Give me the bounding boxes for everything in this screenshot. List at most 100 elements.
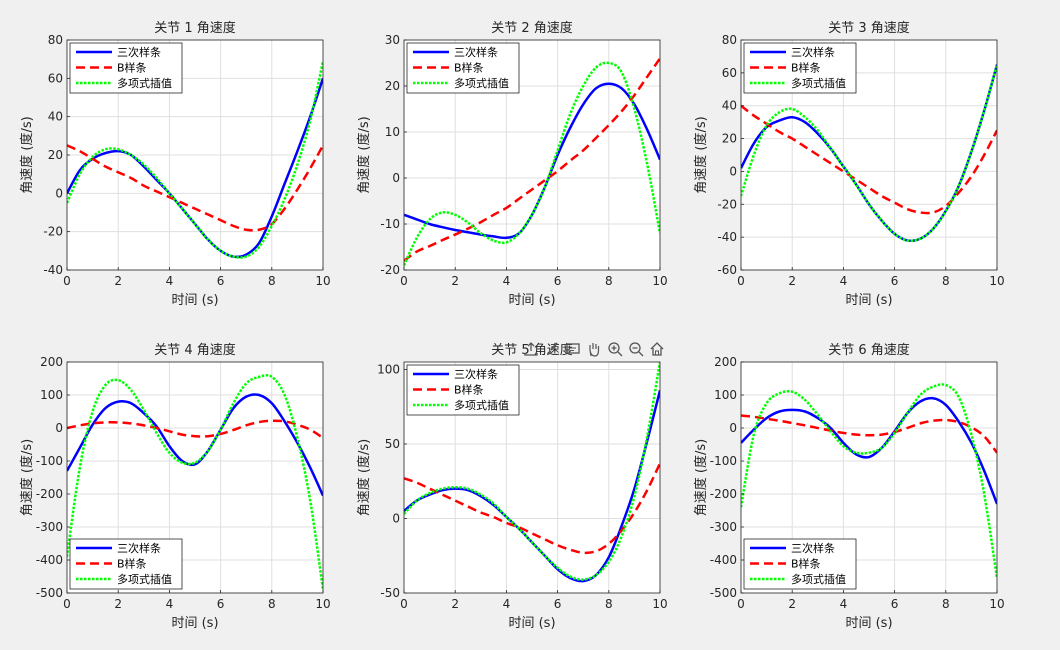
- legend-entry-3: 多项式插值: [454, 76, 509, 90]
- legend-entry-1: 三次样条: [454, 45, 498, 59]
- home-button[interactable]: [648, 340, 666, 358]
- legend-entry-3: 多项式插值: [117, 572, 172, 586]
- legend-entry-2: B样条: [117, 557, 147, 571]
- x-tick-label: 4: [503, 274, 511, 288]
- x-tick-label: 0: [63, 274, 71, 288]
- x-tick-label: 2: [788, 597, 796, 611]
- y-tick-label: -400: [710, 553, 737, 567]
- x-axis-label: 时间 (s): [845, 293, 892, 308]
- y-tick-label: -100: [36, 454, 63, 468]
- y-tick-label: -20: [717, 197, 737, 211]
- series-line-3: [67, 373, 323, 590]
- y-axis-label: 角速度 (度/s): [356, 116, 372, 193]
- series-line-3: [67, 60, 323, 259]
- x-tick-label: 8: [605, 274, 613, 288]
- y-tick-label: 200: [714, 355, 737, 369]
- series-line-3: [741, 64, 997, 243]
- x-tick-label: 4: [840, 597, 848, 611]
- legend-entry-2: B样条: [454, 61, 484, 75]
- zoom-in-button[interactable]: [606, 340, 624, 358]
- series-line-1: [741, 396, 997, 505]
- x-tick-label: 2: [451, 597, 459, 611]
- x-axis-label: 时间 (s): [171, 293, 218, 308]
- y-axis-label: 角速度 (度/s): [19, 439, 35, 516]
- y-tick-label: -50: [380, 586, 400, 600]
- chart-title: 关节 3 角速度: [828, 20, 910, 36]
- y-axis-label: 角速度 (度/s): [693, 439, 709, 516]
- x-tick-label: 6: [891, 274, 899, 288]
- x-tick-label: 4: [503, 597, 511, 611]
- chart-title: 关节 2 角速度: [491, 20, 573, 36]
- zoom-out-button[interactable]: [627, 340, 645, 358]
- x-tick-label: 0: [400, 597, 408, 611]
- legend-entry-2: B样条: [454, 383, 484, 397]
- x-tick-label: 2: [788, 274, 796, 288]
- x-tick-label: 4: [166, 274, 174, 288]
- x-tick-label: 6: [891, 597, 899, 611]
- y-tick-label: -200: [710, 487, 737, 501]
- legend-entry-2: B样条: [791, 557, 821, 571]
- x-tick-label: 8: [605, 597, 613, 611]
- y-tick-label: -100: [710, 454, 737, 468]
- legend-entry-3: 多项式插值: [791, 572, 846, 586]
- x-tick-label: 0: [737, 597, 745, 611]
- y-tick-label: -20: [43, 225, 63, 239]
- y-tick-label: 100: [714, 388, 737, 402]
- legend-entry-1: 三次样条: [117, 541, 161, 555]
- datatip-icon: [566, 343, 580, 354]
- chart-title: 关节 6 角速度: [828, 342, 910, 358]
- y-tick-label: -400: [36, 553, 63, 567]
- y-axis-label: 角速度 (度/s): [693, 116, 709, 193]
- y-tick-label: -300: [710, 520, 737, 534]
- y-tick-label: 0: [392, 511, 400, 525]
- legend-entry-1: 三次样条: [791, 45, 835, 59]
- y-tick-label: 20: [385, 79, 400, 93]
- y-tick-label: -20: [380, 263, 400, 277]
- y-tick-label: 0: [55, 421, 63, 435]
- y-axis-label: 角速度 (度/s): [19, 116, 35, 193]
- axes-box: [403, 39, 661, 271]
- legend-entry-3: 多项式插值: [454, 398, 509, 412]
- brush-button[interactable]: [543, 340, 561, 358]
- zoom-in-icon: [608, 342, 623, 357]
- subplot-4: 0 2 4 6 8 10 -500 -400 -300 -200 -100 0 100 200 关节 4 角…: [19, 342, 331, 631]
- y-tick-label: -500: [36, 586, 63, 600]
- y-tick-label: 50: [385, 437, 400, 451]
- pan-hand-button[interactable]: [585, 340, 603, 358]
- axes-box: [403, 361, 661, 594]
- y-tick-label: 0: [392, 171, 400, 185]
- datatip-button[interactable]: [564, 340, 582, 358]
- y-tick-label: -500: [710, 586, 737, 600]
- x-tick-label: 10: [652, 274, 667, 288]
- x-tick-label: 6: [217, 597, 225, 611]
- series-line-1: [404, 82, 660, 240]
- series-line-3: [404, 362, 660, 581]
- x-tick-label: 6: [217, 274, 225, 288]
- legend-entry-2: B样条: [791, 61, 821, 75]
- x-tick-label: 8: [942, 597, 950, 611]
- series-line-1: [741, 64, 997, 243]
- y-tick-label: 10: [385, 125, 400, 139]
- y-tick-label: 30: [385, 33, 400, 47]
- export-icon: [524, 342, 538, 356]
- axes-box: [740, 39, 998, 271]
- x-axis-label: 时间 (s): [508, 293, 555, 308]
- series-line-2: [404, 57, 660, 262]
- series-line-1: [67, 393, 323, 497]
- x-tick-label: 0: [63, 597, 71, 611]
- series-line-2: [741, 104, 997, 215]
- y-tick-label: 100: [377, 362, 400, 376]
- home-icon: [650, 342, 664, 356]
- series-line-2: [67, 419, 323, 439]
- x-tick-label: 2: [114, 274, 122, 288]
- series-line-3: [741, 383, 997, 579]
- y-tick-label: 80: [722, 33, 737, 47]
- series-line-2: [67, 144, 323, 232]
- legend-entry-3: 多项式插值: [791, 76, 846, 90]
- axes-box: [740, 361, 998, 594]
- export-button[interactable]: [522, 340, 540, 358]
